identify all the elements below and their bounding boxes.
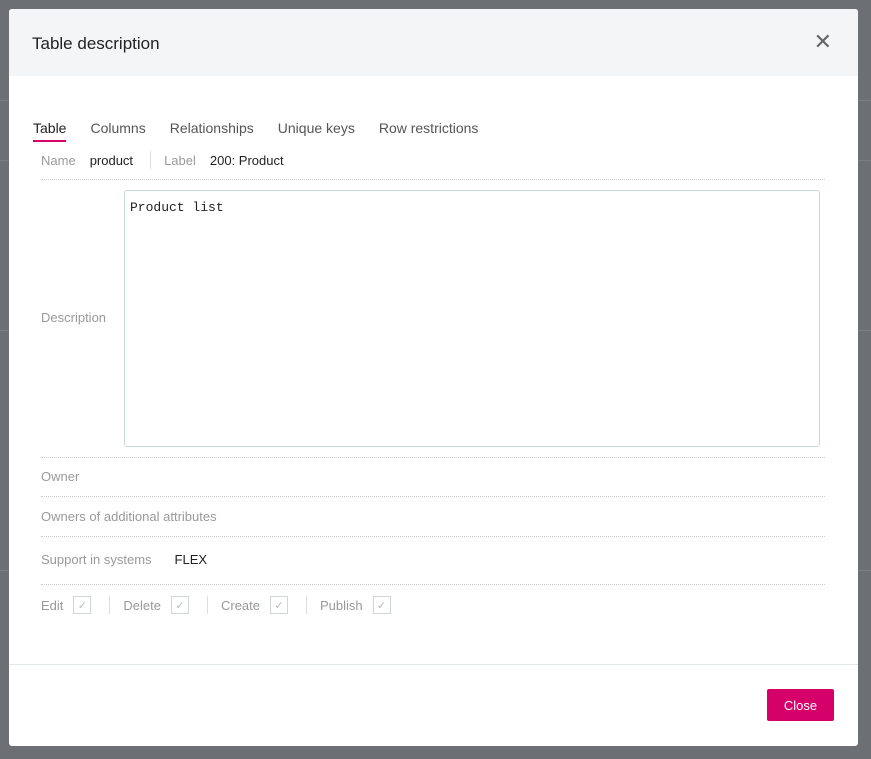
create-checkbox[interactable]: ✓	[270, 596, 289, 614]
owner-label: Owner	[41, 469, 80, 484]
support-label: Support in systems	[41, 552, 152, 567]
publish-label: Publish	[320, 597, 363, 613]
delete-label: Delete	[123, 597, 161, 613]
tab-columns[interactable]: Columns	[90, 120, 146, 136]
support-value: FLEX	[174, 552, 208, 567]
name-value: product	[89, 152, 134, 168]
dialog-header: Table description ✕	[9, 9, 858, 76]
divider	[150, 151, 152, 169]
label-value: 200: Product	[209, 152, 284, 168]
dialog-footer-divider	[9, 664, 858, 665]
create-label: Create	[220, 597, 261, 613]
tab-row-restrictions[interactable]: Row restrictions	[378, 120, 479, 136]
dialog-title: Table description	[32, 34, 160, 53]
tab-relationships[interactable]: Relationships	[169, 120, 254, 136]
close-icon[interactable]: ✕	[813, 29, 832, 54]
table-description-dialog: Table description ✕ Table Columns Relati…	[9, 9, 858, 746]
owners-additional-label: Owners of additional attributes	[41, 509, 217, 524]
name-label: Name	[41, 152, 76, 168]
edit-label: Edit	[41, 597, 64, 613]
description-textarea[interactable]: Product list	[124, 190, 820, 447]
close-button[interactable]: Close	[767, 689, 834, 721]
label-label: Label	[164, 152, 196, 168]
tab-unique-keys[interactable]: Unique keys	[277, 120, 355, 136]
tab-bar: Table Columns Relationships Unique keys …	[33, 120, 478, 142]
tab-table[interactable]: Table	[33, 120, 67, 142]
publish-checkbox[interactable]: ✓	[372, 596, 391, 614]
edit-checkbox[interactable]: ✓	[73, 596, 92, 614]
description-label: Description	[41, 310, 107, 325]
delete-checkbox[interactable]: ✓	[170, 596, 189, 614]
